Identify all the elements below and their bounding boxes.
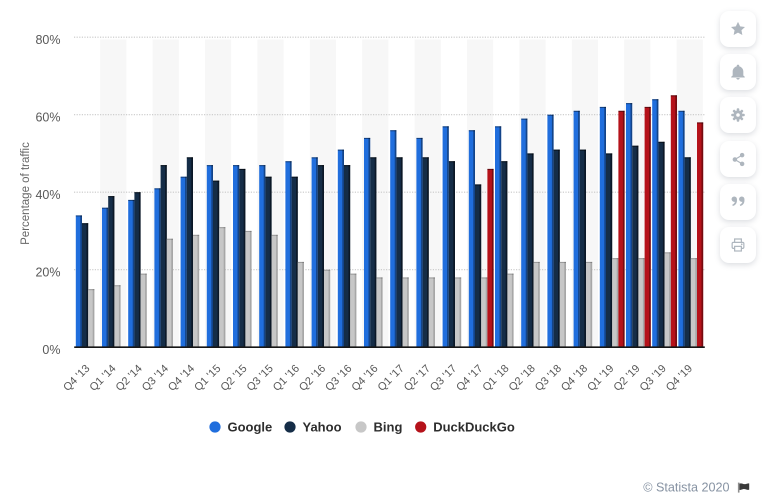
svg-text:Q2 '16: Q2 '16: [297, 363, 328, 394]
svg-text:Q3 '14: Q3 '14: [140, 363, 171, 394]
svg-text:Q1 '16: Q1 '16: [271, 363, 302, 394]
svg-text:Q3 '19: Q3 '19: [638, 363, 669, 394]
svg-text:Q4 '19: Q4 '19: [664, 363, 695, 394]
svg-text:Q2 '18: Q2 '18: [507, 363, 538, 394]
svg-text:Q3 '17: Q3 '17: [428, 363, 459, 394]
svg-text:DuckDuckGo: DuckDuckGo: [433, 420, 515, 435]
svg-text:Q3 '16: Q3 '16: [323, 363, 354, 394]
svg-text:Q1 '14: Q1 '14: [87, 363, 118, 394]
svg-text:0%: 0%: [42, 343, 60, 357]
svg-text:Q2 '19: Q2 '19: [611, 363, 642, 394]
svg-text:Q4 '17: Q4 '17: [454, 363, 485, 394]
svg-text:Q4 '14: Q4 '14: [166, 363, 197, 394]
svg-text:Percentage of traffic: Percentage of traffic: [20, 142, 32, 245]
svg-text:Q2 '14: Q2 '14: [114, 363, 145, 394]
svg-text:Bing: Bing: [374, 420, 403, 435]
svg-text:Q4 '13: Q4 '13: [61, 363, 92, 394]
svg-text:Q4 '18: Q4 '18: [559, 363, 590, 394]
svg-text:Q1 '15: Q1 '15: [192, 363, 223, 394]
svg-text:20%: 20%: [35, 265, 60, 279]
svg-text:80%: 80%: [35, 33, 60, 47]
svg-text:Q3 '15: Q3 '15: [245, 363, 276, 394]
svg-text:Q4 '16: Q4 '16: [349, 363, 380, 394]
svg-text:Q1 '18: Q1 '18: [480, 363, 511, 394]
svg-text:Yahoo: Yahoo: [303, 420, 342, 435]
svg-text:Q1 '17: Q1 '17: [376, 363, 407, 394]
svg-text:Q3 '18: Q3 '18: [533, 363, 564, 394]
svg-text:60%: 60%: [35, 110, 60, 124]
svg-text:Q2 '17: Q2 '17: [402, 363, 433, 394]
svg-text:© Statista 2020: © Statista 2020: [643, 481, 729, 495]
svg-text:Q1 '19: Q1 '19: [585, 363, 616, 394]
svg-text:Google: Google: [228, 420, 273, 435]
svg-text:Q2 '15: Q2 '15: [218, 363, 249, 394]
svg-text:40%: 40%: [35, 188, 60, 202]
